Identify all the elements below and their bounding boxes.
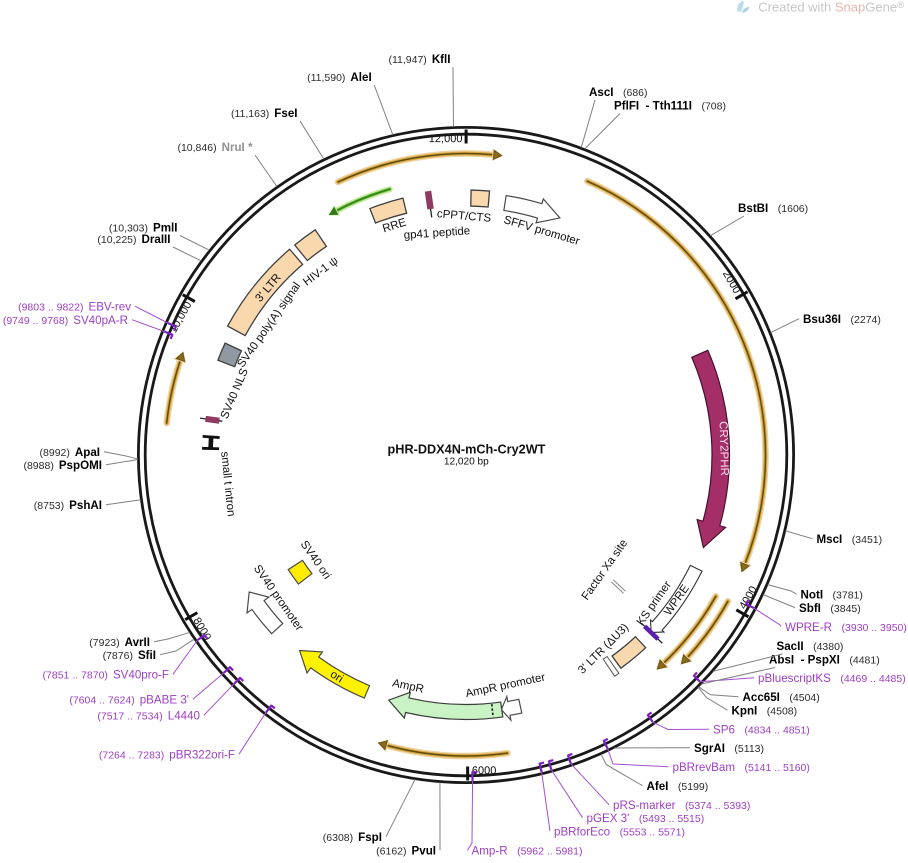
svg-text:(7604 .. 7624)pBABE 3': (7604 .. 7624)pBABE 3' bbox=[69, 694, 189, 707]
svg-text:CRY2PHR: CRY2PHR bbox=[717, 421, 730, 476]
svg-text:12,000: 12,000 bbox=[429, 133, 463, 145]
svg-text:12,020 bp: 12,020 bp bbox=[444, 456, 489, 467]
svg-text:(10,846)NruI *: (10,846)NruI * bbox=[177, 141, 253, 154]
svg-text:(8988)PspOMI: (8988)PspOMI bbox=[23, 459, 102, 472]
svg-text:(11,163)FseI: (11,163)FseI bbox=[231, 107, 298, 120]
svg-text:(7517 .. 7534)L4440: (7517 .. 7534)L4440 bbox=[97, 710, 200, 723]
svg-text:PflFI - Tth111I(708): PflFI - Tth111I(708) bbox=[614, 100, 726, 113]
svg-text:AfeI(5199): AfeI(5199) bbox=[647, 780, 709, 793]
svg-text:SbfI(3845): SbfI(3845) bbox=[799, 602, 861, 615]
svg-text:(11,590)AleI: (11,590)AleI bbox=[307, 71, 372, 84]
svg-text:NotI(3781): NotI(3781) bbox=[801, 589, 863, 602]
svg-text:(9749 .. 9768)SV40pA-R: (9749 .. 9768)SV40pA-R bbox=[3, 314, 128, 327]
svg-text:6000: 6000 bbox=[472, 765, 497, 777]
svg-text:Amp-R(5962 .. 5981): Amp-R(5962 .. 5981) bbox=[472, 845, 583, 858]
svg-text:WPRE-R(3930 .. 3950): WPRE-R(3930 .. 3950) bbox=[785, 621, 907, 634]
svg-text:pHR-DDX4N-mCh-Cry2WT: pHR-DDX4N-mCh-Cry2WT bbox=[388, 443, 546, 457]
svg-text:SP6(4834 .. 4851): SP6(4834 .. 4851) bbox=[713, 724, 810, 737]
svg-text:(6162)PvuI: (6162)PvuI bbox=[376, 845, 436, 858]
svg-text:(6308)FspI: (6308)FspI bbox=[323, 831, 382, 844]
svg-text:AbsI - PspXI(4481): AbsI - PspXI(4481) bbox=[769, 654, 880, 667]
svg-text:(7851 .. 7870)SV40pro-F: (7851 .. 7870)SV40pro-F bbox=[43, 669, 169, 682]
svg-text:(9803 .. 9822)EBV-rev: (9803 .. 9822)EBV-rev bbox=[18, 301, 131, 314]
svg-text:(7876)SfiI: (7876)SfiI bbox=[103, 649, 156, 662]
svg-text:(10,225)DraIII: (10,225)DraIII bbox=[97, 233, 170, 246]
svg-text:pBRforEco(5553 .. 5571): pBRforEco(5553 .. 5571) bbox=[554, 826, 685, 839]
svg-text:Created with SnapGene®: Created with SnapGene® bbox=[758, 0, 904, 15]
svg-text:pGEX 3'(5493 .. 5515): pGEX 3'(5493 .. 5515) bbox=[587, 812, 705, 825]
svg-text:(8992)ApaI: (8992)ApaI bbox=[40, 446, 100, 459]
svg-text:(11,947)KflI: (11,947)KflI bbox=[388, 53, 450, 66]
